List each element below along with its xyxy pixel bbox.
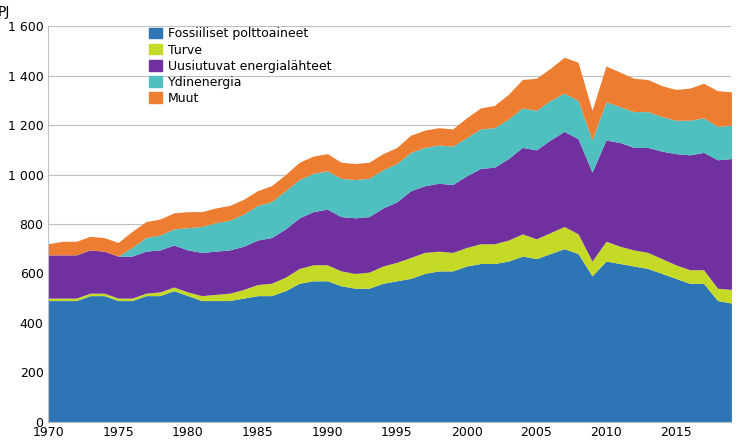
Text: PJ: PJ xyxy=(0,4,10,19)
Legend: Fossiiliset polttoaineet, Turve, Uusiutuvat energialähteet, Ydinenergia, Muut: Fossiiliset polttoaineet, Turve, Uusiutu… xyxy=(144,22,336,110)
